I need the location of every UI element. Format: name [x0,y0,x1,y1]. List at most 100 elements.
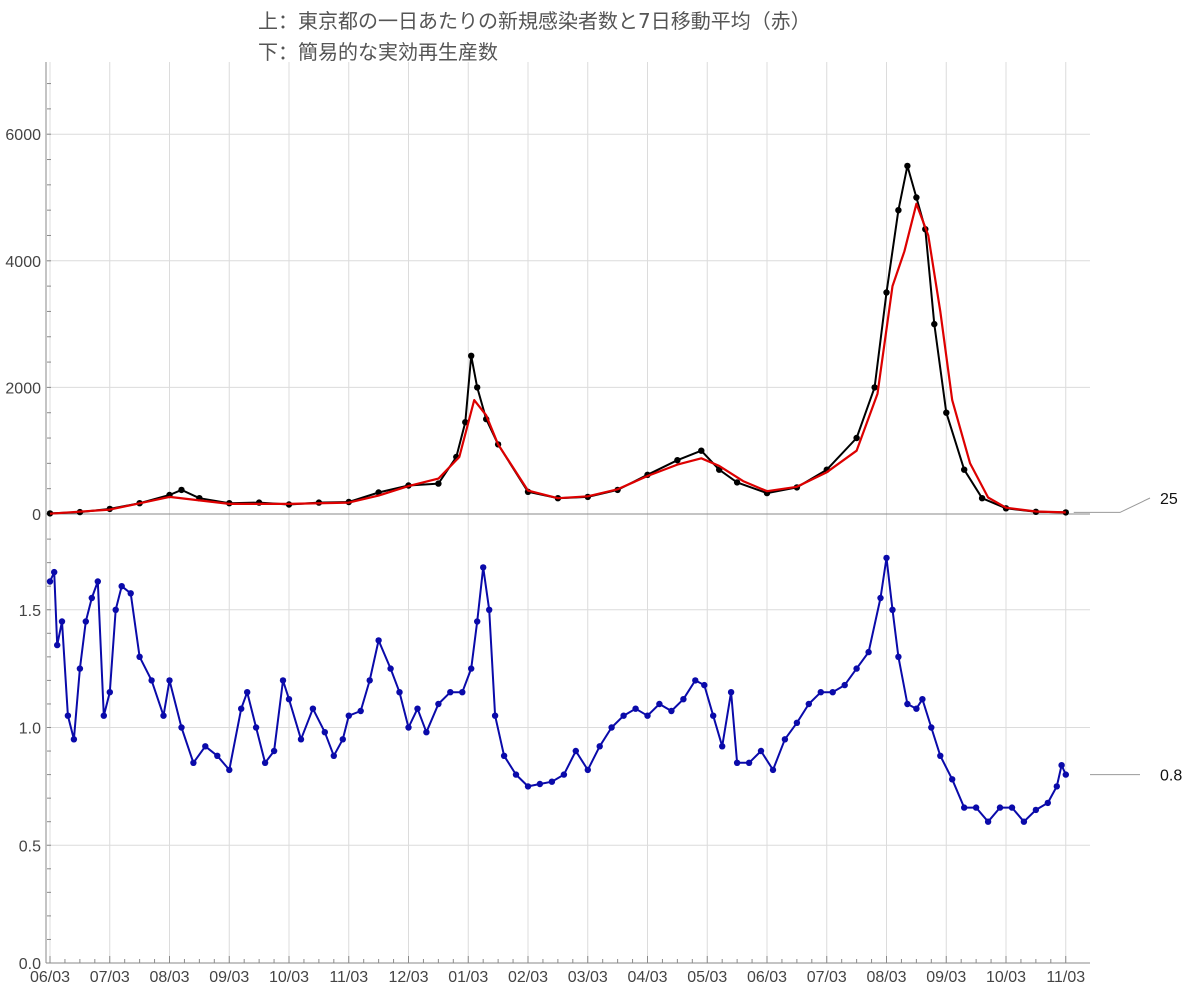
data-point-reproduction [701,681,708,689]
data-point-reproduction [733,759,741,766]
data-point-reproduction [961,804,968,811]
data-point-reproduction [680,696,687,703]
y-tick-label: 6000 [5,127,41,144]
data-point-reproduction [88,594,96,602]
data-point-cases [883,289,890,296]
data-point-reproduction [841,681,848,689]
data-point-reproduction [668,707,675,715]
data-point-reproduction [491,712,499,719]
data-point-reproduction [136,653,143,660]
data-point-reproduction [596,743,603,750]
data-point-reproduction [330,752,337,759]
data-point-reproduction [757,747,765,755]
data-point-reproduction [548,778,556,785]
data-point-reproduction [345,712,352,719]
data-point-reproduction [937,752,944,759]
y-tick-label: 0 [32,507,41,524]
data-point-reproduction [261,759,269,766]
data-point-reproduction [414,705,421,712]
data-point-reproduction [244,689,251,696]
data-point-reproduction [279,677,287,684]
data-point-cases [904,162,911,170]
y-tick-label: 2000 [5,380,41,397]
data-point-reproduction [972,804,980,811]
data-point-reproduction [435,700,442,708]
data-point-reproduction [160,712,167,719]
x-tick-label: 09/03 [926,969,966,986]
data-point-reproduction [118,583,125,590]
y-tick-label: 0.5 [19,838,41,855]
data-point-cases [961,466,968,473]
data-point-reproduction [1020,818,1028,825]
data-point-reproduction [100,712,108,719]
data-point-reproduction [769,766,777,774]
end-value-leader [1073,497,1151,513]
data-point-reproduction [270,747,278,755]
x-tick-label: 02/03 [508,969,548,986]
x-tick-label: 01/03 [448,969,488,986]
data-point-reproduction [996,804,1004,811]
data-point-reproduction [692,677,699,684]
data-point-cases [468,352,475,359]
data-point-reproduction [112,606,119,613]
data-point-reproduction [632,705,639,712]
data-point-reproduction [297,736,305,743]
data-point-cases [435,480,442,487]
data-point-reproduction [895,653,902,660]
data-point-reproduction [70,736,78,743]
data-point-reproduction [949,776,956,783]
data-point-cases [178,486,185,494]
data-point-reproduction [781,736,789,743]
data-point-reproduction [1032,806,1040,814]
data-point-reproduction [54,641,61,649]
data-point-cases [931,320,938,328]
data-point-reproduction [1062,771,1070,778]
end-value-label: 0.8 [1160,768,1182,785]
chart-title-line-1: 上：東京都の一日あたりの新規感染者数と7日移動平均（赤） [258,9,811,33]
y-tick-label: 4000 [5,254,41,271]
data-point-reproduction [710,712,717,719]
data-point-reproduction [883,554,890,562]
data-point-reproduction [608,724,615,731]
data-point-reproduction [474,618,481,625]
data-point-cases [871,384,878,391]
data-point-reproduction [447,689,454,696]
data-point-reproduction [889,606,896,613]
data-point-cases [853,434,860,442]
x-tick-label: 11/03 [1046,969,1085,986]
x-tick-label: 10/03 [986,969,1026,986]
data-point-reproduction [480,564,487,571]
data-point-reproduction [913,705,920,712]
data-point-reproduction [853,665,860,672]
x-tick-label: 03/03 [568,969,608,986]
data-point-reproduction [226,766,233,774]
data-point-reproduction [94,578,102,585]
series-line-moving-average [49,202,1066,515]
data-point-reproduction [76,665,84,672]
chart-title-line-2: 下：簡易的な実効再生産数 [258,40,498,64]
data-point-reproduction [58,618,66,625]
x-tick-label: 07/03 [807,969,847,986]
data-point-reproduction [178,724,185,731]
data-point-reproduction [1058,762,1065,769]
data-point-reproduction [486,606,493,613]
x-tick-label: 08/03 [149,969,189,986]
data-point-cases [978,495,986,502]
data-point-reproduction [904,700,911,708]
data-point-reproduction [309,705,317,712]
data-point-reproduction [46,578,54,585]
data-point-reproduction [64,712,72,719]
data-point-reproduction [252,724,260,731]
data-point-reproduction [238,705,245,712]
data-point-cases [698,447,705,454]
data-point-reproduction [459,689,466,696]
x-tick-label: 12/03 [388,969,428,986]
labels-layer: 0 2000 4000 6000 25 0.0 0.5 1.0 1.5 0.8 06/03 07/03… [5,127,1182,986]
data-point-reproduction [82,618,90,625]
data-point-reproduction [127,590,134,597]
data-point-cases [474,384,481,391]
data-point-reproduction [805,700,812,708]
end-value-label: 25 [1160,491,1178,508]
x-tick-label: 09/03 [209,969,249,986]
